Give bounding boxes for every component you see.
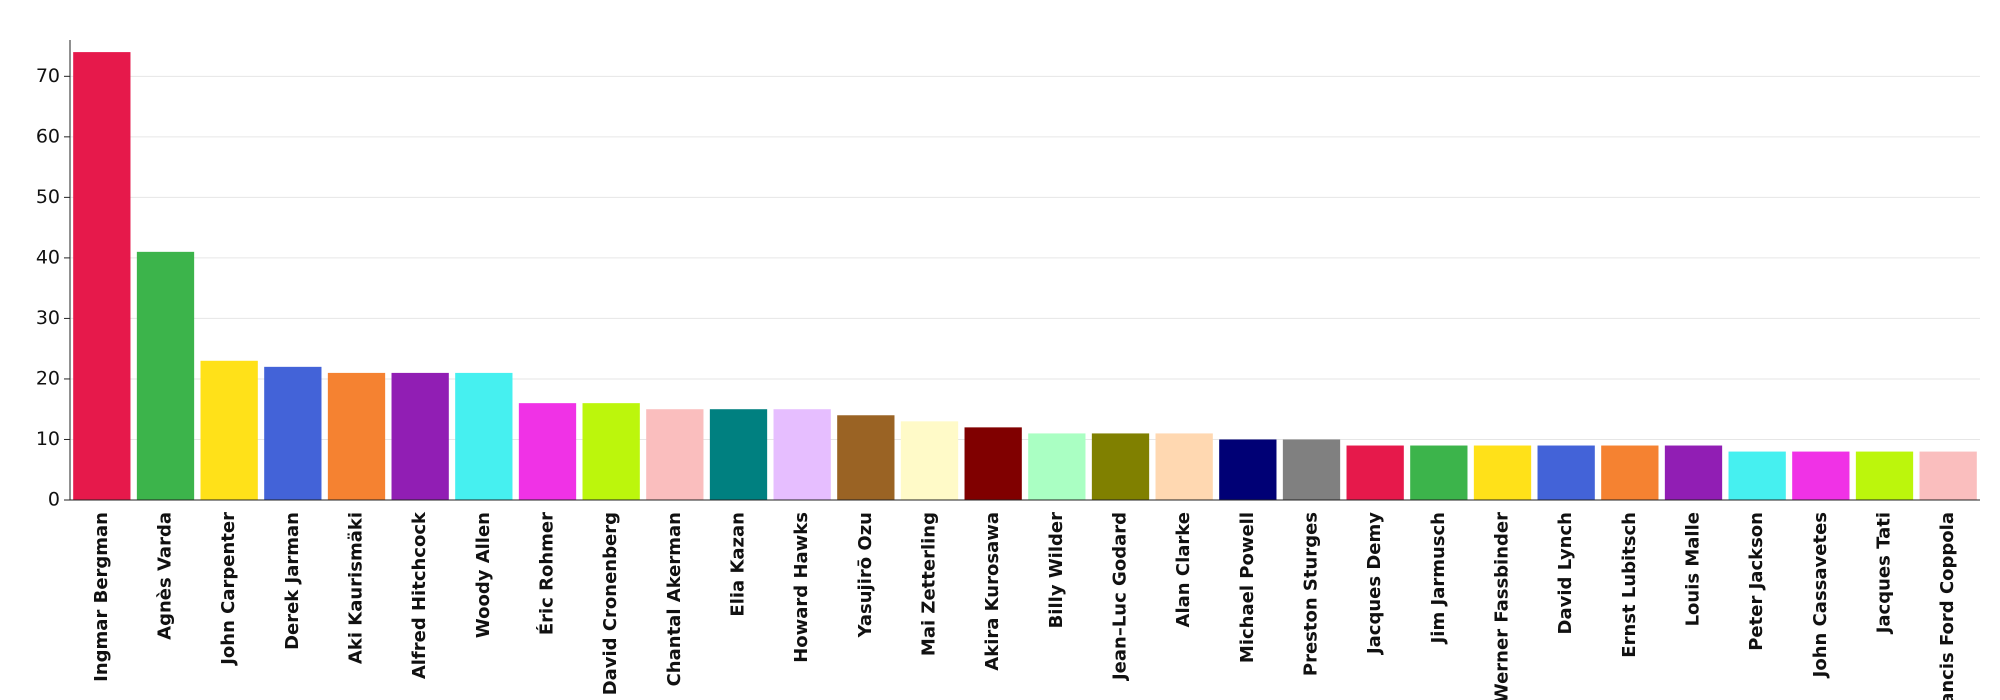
bar: [391, 372, 449, 500]
x-tick-label: Derek Jarman: [282, 512, 303, 650]
bar: [709, 409, 768, 500]
bar: [1601, 445, 1659, 500]
x-tick-label: Louis Malle: [1683, 512, 1704, 626]
bar: [582, 403, 640, 500]
x-tick-label: John Cassavetes: [1810, 512, 1831, 679]
bar: [200, 360, 258, 500]
bar: [518, 403, 577, 500]
bar: [1410, 445, 1468, 500]
x-tick-label: John Carpenter: [218, 512, 239, 667]
bar: [455, 372, 513, 500]
x-tick-label: Yasujirō Ozu: [855, 512, 876, 639]
bar: [1155, 433, 1213, 500]
bar: [964, 427, 1022, 500]
x-tick-label: Akira Kurosawa: [982, 512, 1003, 671]
x-tick-label: Alfred Hitchcock: [409, 511, 430, 679]
x-tick-label: Francis Ford Coppola: [1937, 512, 1958, 700]
y-tick-label: 20: [36, 367, 60, 389]
y-tick-label: 70: [36, 65, 60, 87]
bar: [1028, 433, 1086, 500]
bar: [837, 415, 895, 500]
bar: [1855, 451, 1914, 500]
x-tick-label: Billy Wilder: [1046, 512, 1067, 629]
x-tick-label: Chantal Akerman: [664, 512, 685, 686]
bar: [1091, 433, 1150, 500]
x-tick-label: Woody Allen: [473, 512, 494, 638]
y-tick-label: 10: [36, 428, 60, 450]
y-tick-label: 60: [36, 125, 60, 147]
bar: [136, 251, 195, 500]
x-tick-label: Werner Fassbinder: [1492, 512, 1513, 700]
bar: [1219, 439, 1277, 500]
bar: [900, 421, 959, 500]
bar: [646, 409, 704, 500]
x-tick-label: Jim Jarmusch: [1428, 512, 1449, 645]
x-tick-label: Ernst Lubitsch: [1619, 512, 1640, 658]
x-tick-label: Alan Clarke: [1173, 512, 1194, 627]
bar: [1728, 451, 1786, 500]
x-tick-label: Mai Zetterling: [919, 512, 940, 656]
bar: [1473, 445, 1532, 500]
x-tick-label: Aki Kaurismäki: [346, 512, 367, 664]
x-tick-label: Ingmar Bergman: [91, 512, 112, 682]
y-tick-label: 50: [36, 186, 60, 208]
x-tick-label: Howard Hawks: [791, 512, 812, 663]
bar: [773, 409, 831, 500]
x-tick-label: Agnès Varda: [155, 512, 176, 640]
bar: [1346, 445, 1404, 500]
x-tick-label: Michael Powell: [1237, 512, 1258, 663]
x-tick-label: David Lynch: [1555, 512, 1576, 634]
bar: [1792, 451, 1850, 500]
bar: [1537, 445, 1595, 500]
bar: [1282, 439, 1341, 500]
bar: [327, 372, 386, 500]
y-tick-label: 40: [36, 246, 60, 268]
x-tick-label: Éric Rohmer: [536, 512, 558, 635]
x-tick-label: Preston Sturges: [1301, 512, 1322, 676]
bar: [73, 52, 131, 501]
bar: [264, 366, 322, 500]
y-tick-label: 30: [36, 307, 60, 329]
x-tick-label: Elia Kazan: [728, 512, 749, 617]
x-tick-label: David Cronenberg: [600, 512, 621, 695]
x-tick-label: Jacques Demy: [1364, 512, 1385, 656]
x-tick-label: Jean–Luc Godard: [1110, 512, 1131, 682]
y-tick-label: 0: [48, 489, 60, 511]
bar: [1919, 451, 1977, 500]
x-tick-label: Peter Jackson: [1746, 512, 1767, 651]
x-tick-label: Jacques Tati: [1874, 512, 1895, 635]
bar: [1664, 445, 1723, 500]
